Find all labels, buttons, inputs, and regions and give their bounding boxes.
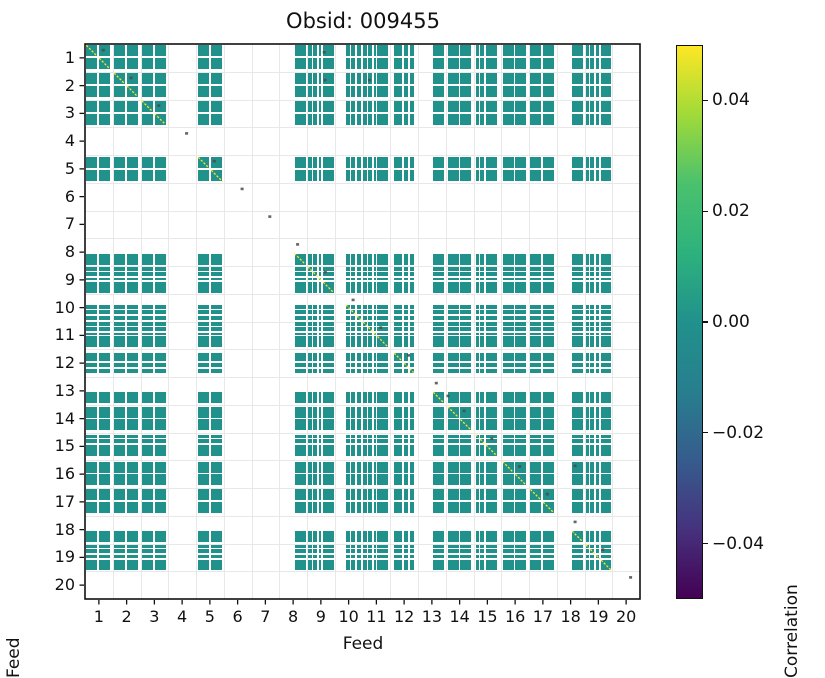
colorbar-tick-label: 0.02 [712, 201, 750, 222]
y-tick-label: 2 [64, 75, 75, 95]
colorbar-tick-mark [703, 432, 708, 434]
colorbar-tick-mark [703, 99, 708, 102]
heatmap-cells [86, 45, 611, 570]
x-tick-label: 19 [588, 607, 609, 626]
y-tick-label: 12 [54, 353, 75, 373]
tick-marks [79, 57, 627, 605]
plot-title: Obsid: 009455 [286, 9, 440, 33]
colorbar-tick-label: −0.04 [712, 533, 765, 554]
colorbar-label: Correlation [782, 584, 802, 678]
y-tick-label: 3 [64, 103, 75, 123]
x-tick-label: 18 [560, 607, 581, 626]
colorbar-tick-label: 0.00 [712, 312, 750, 332]
y-tick-label: 8 [64, 242, 75, 262]
colorbar-tick-label: 0.04 [712, 90, 750, 111]
x-tick-label: 12 [393, 607, 415, 626]
x-tick-label: 17 [532, 607, 554, 626]
axes-spine [84, 43, 641, 600]
y-tick-label: 11 [54, 325, 75, 345]
diagonal-line [85, 44, 612, 571]
colorbar-tick-mark [703, 210, 708, 212]
gridlines [85, 44, 640, 599]
x-tick-label: 8 [288, 607, 299, 626]
y-tick-label: 20 [54, 575, 75, 595]
x-tick-label: 9 [315, 607, 326, 626]
x-tick-label: 6 [232, 607, 243, 626]
y-tick-label: 6 [64, 186, 75, 206]
y-tick-label: 16 [54, 464, 75, 484]
x-tick-label: 2 [121, 607, 132, 626]
colorbar-tick-label: −0.02 [712, 422, 765, 443]
y-tick-label: 9 [64, 269, 75, 289]
colorbar-gradient [676, 45, 703, 599]
colorbar-tick-mark [703, 321, 708, 323]
x-tick-label: 7 [260, 607, 271, 626]
noise-specks [101, 48, 633, 579]
x-tick-label: 15 [477, 607, 498, 626]
x-tick-label: 14 [449, 607, 470, 626]
y-tick-label: 5 [64, 158, 75, 178]
y-tick-label: 14 [54, 408, 75, 428]
x-tick-label: 11 [366, 607, 387, 626]
y-tick-label: 13 [54, 380, 75, 400]
x-tick-label: 5 [204, 607, 215, 626]
x-tick-label: 3 [149, 607, 160, 626]
x-tick-label: 20 [615, 607, 637, 626]
y-tick-label: 15 [54, 436, 75, 456]
x-tick-label: 16 [504, 607, 526, 626]
y-tick-label: 4 [64, 131, 75, 151]
colorbar-tick-mark [703, 542, 708, 545]
x-tick-label: 10 [338, 607, 359, 626]
x-axis-label: Feed [342, 634, 384, 654]
y-tick-label: 10 [54, 297, 75, 317]
y-tick-label: 7 [64, 214, 75, 234]
x-tick-label: 4 [177, 607, 188, 626]
y-tick-label: 19 [54, 547, 75, 567]
x-tick-label: 13 [421, 607, 443, 626]
x-tick-label: 1 [93, 607, 104, 626]
y-tick-label: 18 [54, 519, 75, 539]
y-tick-label: 17 [54, 491, 75, 511]
y-axis-label: Feed [4, 637, 24, 678]
y-tick-label: 1 [64, 47, 75, 67]
